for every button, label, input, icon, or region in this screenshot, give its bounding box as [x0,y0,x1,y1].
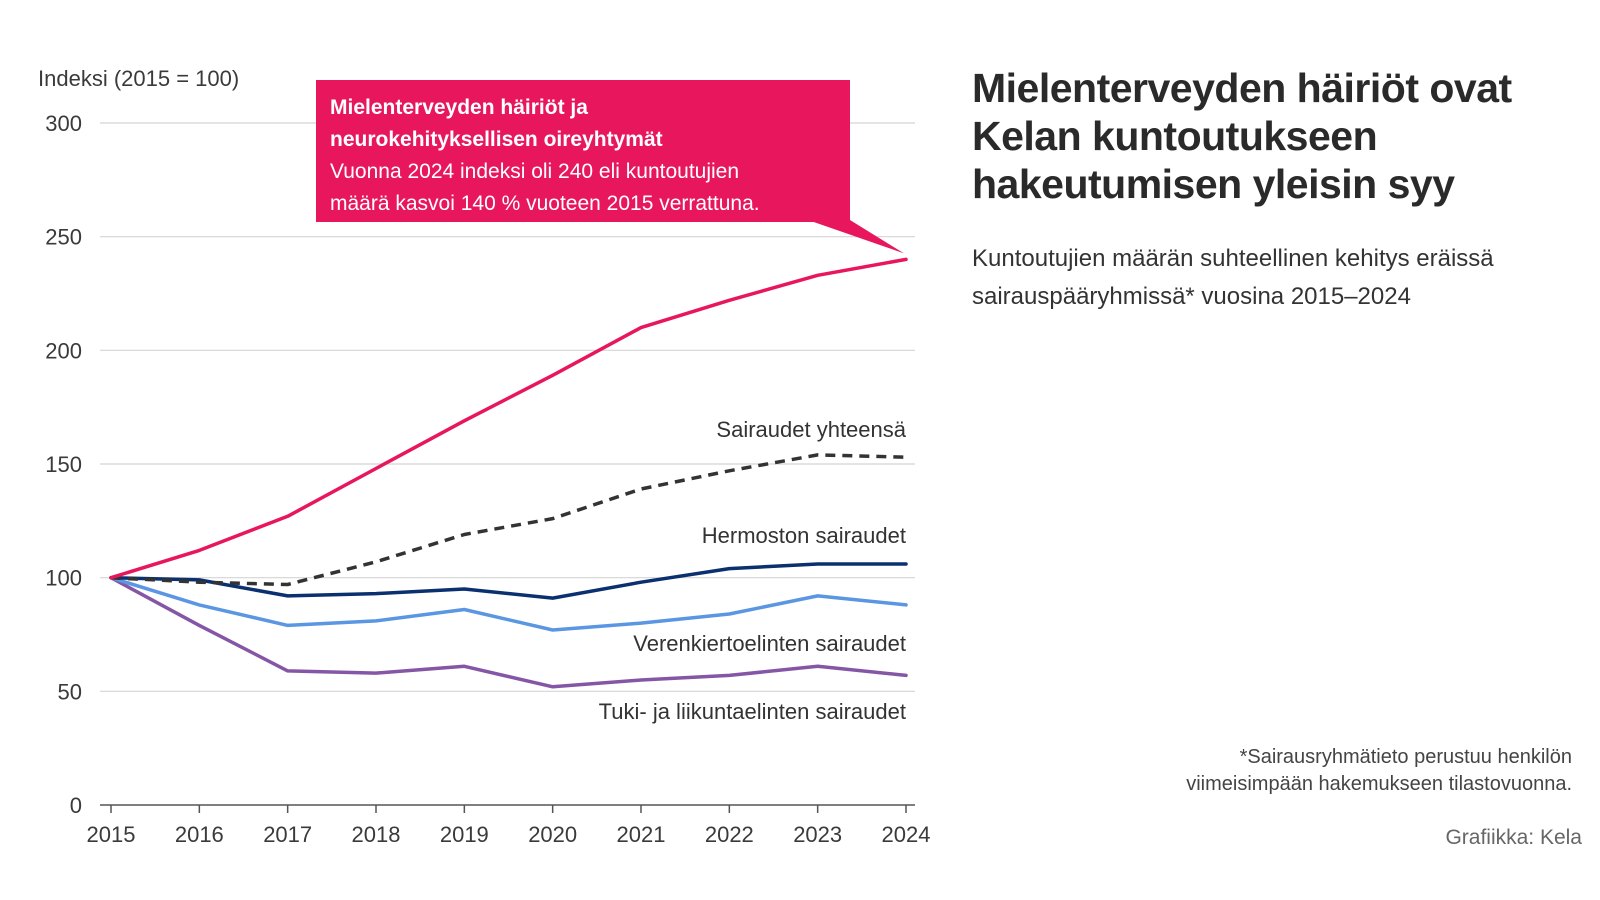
x-tick-label-2018: 2018 [352,822,401,847]
x-tick-label-2021: 2021 [617,822,666,847]
series-line-nervous [109,562,908,600]
y-tick-label-150: 150 [45,452,82,477]
y-axis-label: Indeksi (2015 = 100) [38,66,240,91]
x-tick-label-2019: 2019 [440,822,489,847]
y-tick-label-50: 50 [58,679,82,704]
chart-subtitle: Kuntoutujien määrän suhteellinen kehitys… [972,245,1494,310]
series-label-nervous: Hermoston sairaudet [702,523,906,548]
x-tick-label-2023: 2023 [793,822,842,847]
series-line-mental [109,257,908,580]
callout-title-line-2: neurokehityksellisen oireyhtymät [330,128,663,151]
x-tick-label-2016: 2016 [175,822,224,847]
series-line-circulatory [109,575,908,632]
y-tick-label-200: 200 [45,338,82,363]
callout-pointer [808,220,904,254]
y-tick-label-250: 250 [45,225,82,250]
footnote: *Sairausryhmätieto perustuu henkilön vii… [1102,744,1572,798]
series-label-total: Sairaudet yhteensä [716,417,906,442]
credit: Grafiikka: Kela [1445,826,1582,849]
callout-title-line-1: Mielenterveyden häiriöt ja [330,96,588,119]
y-tick-label-300: 300 [45,111,82,136]
x-tick-label-2024: 2024 [882,822,931,847]
x-tick-label-2020: 2020 [528,822,577,847]
callout-body-line-1: Vuonna 2024 indeksi oli 240 eli kuntoutu… [330,160,740,183]
series-line-musculo [109,575,908,689]
y-tick-label-100: 100 [45,566,82,591]
annotation-callout: Mielenterveyden häiriöt ja neurokehityks… [316,80,850,222]
footnote-line-1: *Sairausryhmätieto perustuu henkilön [1239,746,1572,768]
callout-body-line-2: määrä kasvoi 140 % vuoteen 2015 verrattu… [330,192,760,215]
footnote-line-2: viimeisimpään hakemukseen tilastovuonna. [1186,773,1572,795]
series-label-circulatory: Verenkiertoelinten sairaudet [633,631,906,656]
y-tick-label-0: 0 [70,793,82,818]
x-tick-label-2017: 2017 [263,822,312,847]
x-tick-label-2015: 2015 [87,822,136,847]
x-tick-label-2022: 2022 [705,822,754,847]
series-label-musculo: Tuki- ja liikuntaelinten sairaudet [599,699,906,724]
chart-title: Mielenterveyden häiriöt ovat Kelan kunto… [972,65,1512,207]
